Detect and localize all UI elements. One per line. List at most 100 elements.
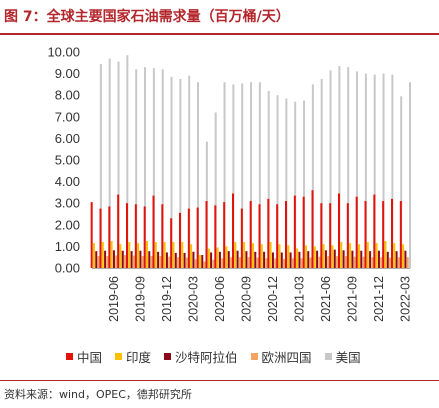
bar-2019-12 — [170, 76, 173, 268]
bar-2019-07 — [124, 255, 127, 268]
bar-2020-05 — [210, 252, 213, 268]
bar-2020-11 — [263, 251, 266, 268]
bar-2020-01 — [172, 242, 175, 268]
bar-2019-10 — [152, 68, 155, 268]
bar-2020-05 — [207, 248, 210, 268]
bar-2021-05 — [311, 190, 314, 268]
bar-2019-05 — [106, 256, 109, 268]
legend-swatch — [324, 353, 332, 360]
bar-2021-11 — [369, 251, 372, 268]
bar-2020-11 — [265, 258, 268, 268]
bar-2021-07 — [336, 256, 339, 268]
bar-2021-09 — [346, 203, 349, 268]
bar-2020-10 — [256, 257, 259, 268]
bar-2019-06 — [115, 255, 118, 268]
bar-2021-05 — [318, 256, 321, 268]
legend: 中国 印度 沙特阿拉伯 欧洲四国 美国 — [66, 347, 361, 366]
y-tick-label: 2.00 — [55, 217, 80, 232]
bar-2019-07 — [117, 194, 120, 268]
bar-2021-12 — [373, 194, 376, 268]
bar-2021-09 — [351, 250, 354, 268]
bar-2022-02 — [395, 251, 398, 268]
bar-2020-07 — [230, 257, 233, 268]
bar-2022-01 — [384, 241, 387, 268]
bar-2020-03 — [192, 251, 195, 268]
bar-2019-04 — [99, 63, 102, 268]
bar-2021-09 — [353, 256, 356, 268]
bar-2020-02 — [185, 257, 188, 268]
bar-2020-01 — [179, 79, 182, 268]
legend-swatch — [250, 353, 258, 360]
chart-title: 图 7：全球主要国家石油需求量（百万桶/天） — [4, 9, 290, 25]
bar-2021-01 — [283, 258, 286, 268]
bar-2020-10 — [258, 82, 261, 269]
x-tick-label: 2020-06 — [213, 276, 227, 322]
bar-2020-02 — [179, 212, 181, 268]
bar-2021-01 — [276, 204, 279, 268]
y-tick-label: 0.00 — [55, 261, 80, 276]
bar-2019-11 — [159, 256, 162, 268]
bar-2021-08 — [347, 67, 350, 269]
bar-2020-09 — [240, 208, 243, 268]
bar-2022-02 — [400, 96, 403, 268]
bar-2019-05 — [99, 208, 102, 268]
bar-2020-10 — [251, 243, 254, 268]
bar-2020-01 — [170, 218, 173, 268]
y-tick-label: 4.00 — [55, 174, 80, 189]
bar-2019-10 — [148, 251, 151, 268]
bar-2022-01 — [386, 251, 389, 268]
bar-2020-04 — [196, 207, 199, 268]
bar-2020-12 — [269, 242, 272, 268]
bar-2021-02 — [285, 201, 287, 268]
bar-2022-03 — [409, 82, 412, 269]
bar-2020-04 — [198, 255, 201, 268]
y-tick-label: 7.00 — [55, 109, 80, 124]
bar-2019-11 — [157, 251, 160, 268]
bar-2019-08 — [128, 242, 131, 268]
bar-2022-01 — [391, 74, 394, 269]
y-tick-label: 8.00 — [55, 88, 80, 103]
bar-2021-12 — [375, 243, 378, 268]
title-rule — [0, 33, 439, 35]
legend-swatch — [66, 353, 73, 360]
bar-2020-09 — [250, 82, 253, 269]
bar-2019-04 — [92, 243, 95, 268]
bar-2021-06 — [322, 244, 325, 268]
bar-2021-08 — [342, 250, 345, 268]
bar-2020-05 — [205, 201, 208, 268]
y-tick-label: 9.00 — [55, 66, 80, 81]
x-axis: 2019-06 2019-09 2019-12 2020-03 2020-06 2020-… — [107, 276, 413, 322]
bar-2022-03 — [404, 250, 407, 268]
y-axis: 0.00 1.00 2.00 3.00 4.00 5.00 6.00 7.00 8.00 9.00… — [47, 45, 80, 276]
bar-2021-02 — [287, 245, 290, 268]
bar-2019-06 — [110, 241, 113, 268]
x-tick-label: 2020-03 — [187, 276, 201, 322]
bar-2020-04 — [203, 261, 206, 268]
bar-2020-08 — [238, 257, 241, 268]
bar-2021-08 — [340, 242, 343, 268]
legend-label: 欧洲四国 — [261, 350, 312, 365]
bar-2019-11 — [161, 69, 164, 268]
legend-item: 印度 — [115, 347, 151, 366]
bar-2021-12 — [382, 73, 385, 268]
bar-2019-05 — [101, 242, 104, 268]
bar-2020-07 — [227, 251, 230, 268]
bar-2020-03 — [197, 82, 200, 269]
bar-2019-11 — [152, 195, 155, 268]
bar-2020-01 — [177, 257, 180, 268]
source-note: 资料来源：wind，OPEC，德邦研究所 — [4, 388, 192, 401]
x-tick-label: 2021-03 — [293, 276, 307, 322]
bar-2019-11 — [154, 242, 157, 268]
bar-2021-03 — [300, 258, 303, 268]
bar-2019-12 — [163, 242, 166, 268]
bar-2021-07 — [338, 66, 341, 268]
bar-2021-10 — [360, 250, 363, 268]
x-tick-label: 2019-06 — [107, 276, 121, 322]
bar-2021-10 — [355, 196, 358, 268]
bar-2020-09 — [247, 257, 250, 268]
bar-2022-02 — [391, 198, 393, 268]
bar-2019-09 — [139, 250, 142, 268]
bar-2021-05 — [316, 250, 319, 268]
bar-2020-03 — [194, 259, 197, 268]
bar-2020-11 — [260, 244, 263, 268]
